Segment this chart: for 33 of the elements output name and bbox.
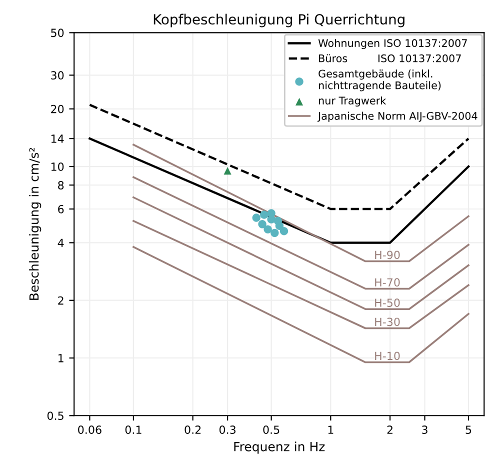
x-tick-label: 2 xyxy=(387,426,392,434)
y-tick-label: 8 xyxy=(58,181,64,190)
y-tick-label: 6 xyxy=(58,204,64,214)
annotation: H-70 xyxy=(375,278,400,287)
legend-label: Japanische Norm AIJ-GBV-2004 xyxy=(317,112,478,122)
x-tick-label: 0.06 xyxy=(78,426,102,434)
y-tick-label: 1 xyxy=(58,354,64,362)
x-tick-label: 5 xyxy=(466,426,472,434)
annotation: H-50 xyxy=(375,298,400,307)
x-tick-label: 1 xyxy=(328,426,334,434)
y-tick-label: 2 xyxy=(58,296,64,305)
y-tick-label: 50 xyxy=(51,28,64,38)
legend-label: Büros ISO 10137:2007 xyxy=(319,54,461,62)
legend-label: Wohnungen ISO 10137:2007 xyxy=(318,38,467,50)
x-axis-title: Frequenz in Hz xyxy=(234,442,325,454)
y-tick-label: 20 xyxy=(51,104,64,114)
y-tick-label: 14 xyxy=(51,134,64,143)
x-tick-label: 0.2 xyxy=(184,426,201,434)
annotation: H-30 xyxy=(375,318,400,326)
annotation: H-90 xyxy=(375,250,400,260)
x-tick-label: 0.3 xyxy=(219,426,236,434)
annotation: H-10 xyxy=(375,352,400,360)
legend-label: nur Tragwerk xyxy=(318,96,386,107)
x-tick-label: 3 xyxy=(422,426,428,434)
y-tick-label: 4 xyxy=(58,238,64,247)
y-axis-title: Beschleunigung in cm/s² xyxy=(29,148,42,300)
y-tick-label: 10 xyxy=(51,162,64,171)
y-tick-label: 0.5 xyxy=(47,412,64,420)
y-tick-label: 30 xyxy=(51,71,64,80)
x-tick-label: 0.1 xyxy=(125,426,142,434)
x-tick-label: 0.5 xyxy=(263,426,280,434)
chart-title: Kopfbeschleunigung Pi Querrichtung xyxy=(154,14,404,28)
legend-label: Gesamtgebäude (inkl. nichttragende Bauteile) xyxy=(318,70,441,92)
